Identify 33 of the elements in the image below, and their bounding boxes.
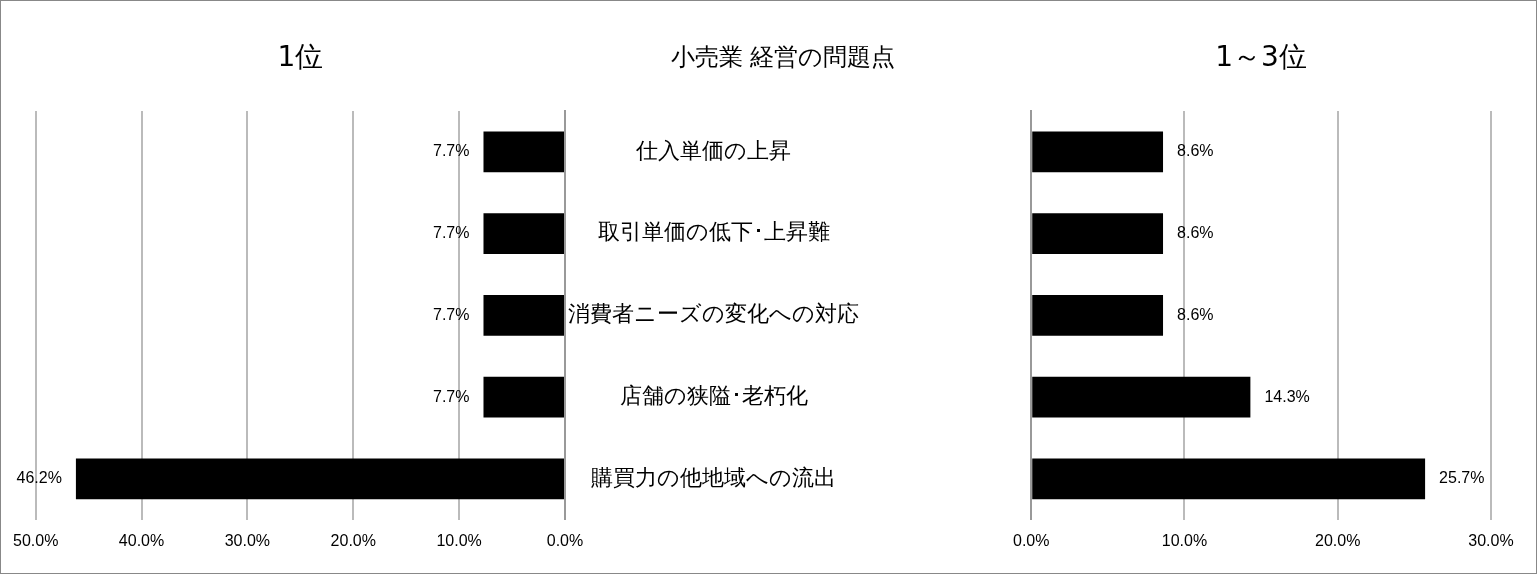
y-tick-label: 店舗の狭隘･老朽化 bbox=[619, 382, 808, 408]
y-tick-label: 購買力の他地域への流出 bbox=[591, 464, 836, 490]
x-tick-label: 30.0% bbox=[1468, 531, 1514, 549]
data-label: 8.6% bbox=[1177, 305, 1214, 323]
x-tick-label: 50.0% bbox=[13, 531, 59, 549]
data-label: 7.7% bbox=[433, 387, 470, 405]
bar bbox=[1032, 131, 1164, 173]
data-label: 8.6% bbox=[1177, 224, 1214, 242]
bar bbox=[1032, 376, 1251, 418]
data-label: 7.7% bbox=[433, 305, 470, 323]
x-tick-label: 30.0% bbox=[224, 531, 271, 549]
y-tick-label: 消費者ニーズの変化への対応 bbox=[568, 301, 859, 327]
x-tick-label: 0.0% bbox=[546, 531, 584, 549]
data-label: 14.3% bbox=[1264, 387, 1310, 405]
x-tick-label: 0.0% bbox=[1013, 531, 1050, 549]
bar bbox=[1032, 213, 1164, 255]
x-tick-label: 40.0% bbox=[118, 531, 165, 549]
y-tick-label: 取引単価の低下･上昇難 bbox=[597, 219, 830, 245]
bar bbox=[1032, 294, 1164, 336]
x-tick-label: 20.0% bbox=[1315, 531, 1361, 549]
data-label: 25.7% bbox=[1439, 469, 1485, 487]
data-label: 7.7% bbox=[433, 224, 470, 242]
y-tick-label: 仕入単価の上昇 bbox=[635, 137, 791, 163]
data-label: 7.7% bbox=[433, 142, 470, 160]
chart-title: 1位 bbox=[277, 40, 324, 74]
data-label: 46.2% bbox=[16, 469, 62, 487]
text: 小売業 経営の問題点 bbox=[670, 42, 896, 73]
bar bbox=[1032, 458, 1426, 500]
x-tick-label: 20.0% bbox=[330, 531, 376, 549]
chart-title: 1～3位 bbox=[1215, 40, 1307, 74]
x-tick-label: 10.0% bbox=[436, 531, 482, 549]
data-label: 8.6% bbox=[1177, 142, 1214, 160]
x-tick-label: 10.0% bbox=[1161, 531, 1208, 549]
